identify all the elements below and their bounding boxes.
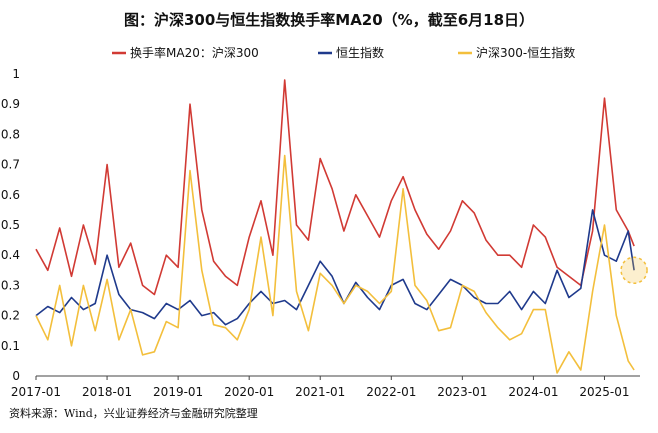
y-tick-label: 0.9 — [1, 97, 20, 111]
y-tick-label: 0 — [12, 369, 20, 383]
y-tick-label: 0.3 — [1, 278, 20, 292]
y-tick-label: 0.4 — [1, 248, 20, 262]
legend: 换手率MA20：沪深300 恒生指数 沪深300-恒生指数 — [112, 45, 575, 60]
series-group — [35, 79, 635, 374]
y-tick-label: 1 — [12, 67, 20, 81]
x-tick-label: 2017-01 — [11, 385, 61, 399]
y-tick-label: 0.2 — [1, 309, 20, 323]
chart-title: 图：沪深300与恒生指数换手率MA20（%，截至6月18日） — [123, 11, 535, 29]
axes: 0 0.1 0.2 0.3 0.4 0.5 0.6 0.7 0.8 0.9 1 2017-01 2018… — [1, 67, 640, 399]
x-tick-label: 2019-01 — [153, 385, 203, 399]
y-tick-label: 0.1 — [1, 339, 20, 353]
highlight-circle — [620, 256, 648, 285]
series-line — [35, 209, 635, 326]
x-tick-label: 2018-01 — [82, 385, 132, 399]
y-tick-label: 0.6 — [1, 188, 20, 202]
x-tick-label: 2024-01 — [508, 385, 558, 399]
series-line — [35, 79, 635, 296]
source-note: 资料来源：Wind，兴业证券经济与金融研究院整理 — [9, 407, 258, 420]
legend-label: 沪深300-恒生指数 — [476, 45, 575, 60]
y-tick-label: 0.8 — [1, 127, 20, 141]
x-tick-label: 2020-01 — [224, 385, 274, 399]
x-tick-label: 2023-01 — [437, 385, 487, 399]
legend-label: 换手率MA20：沪深300 — [130, 45, 259, 60]
annotation-group — [620, 256, 648, 285]
legend-label: 恒生指数 — [336, 45, 384, 60]
y-tick-label: 0.5 — [1, 218, 20, 232]
series-line — [35, 154, 635, 374]
x-tick-label: 2022-01 — [366, 385, 416, 399]
x-tick-label: 2021-01 — [295, 385, 345, 399]
x-tick-label: 2025-01 — [579, 385, 629, 399]
y-tick-label: 0.7 — [1, 158, 20, 172]
